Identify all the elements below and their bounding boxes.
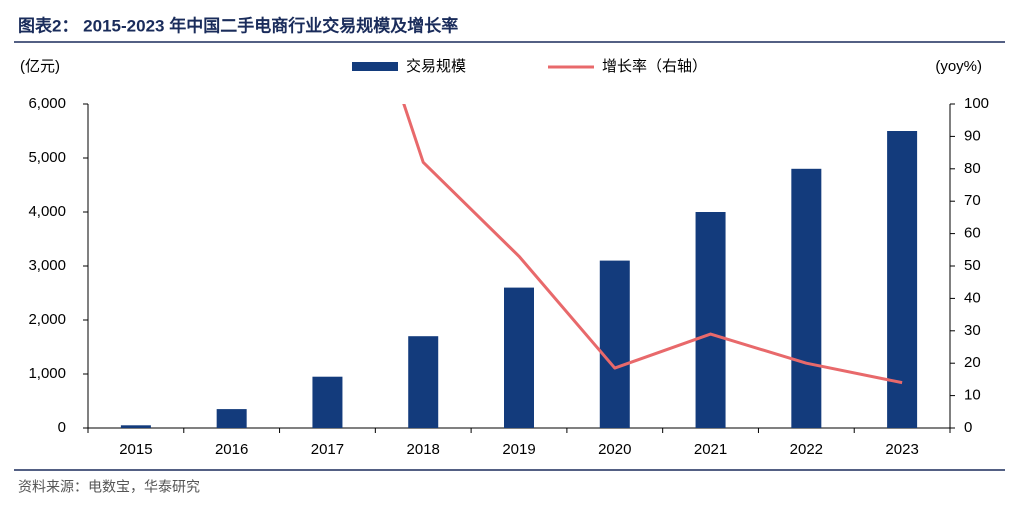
y-tick-label: 0 <box>58 419 66 436</box>
y2-tick-label: 100 <box>964 95 989 112</box>
y-tick-label: 2,000 <box>28 311 66 328</box>
y2-tick-label: 80 <box>964 160 981 177</box>
legend-swatch <box>352 62 398 71</box>
y2-tick-label: 40 <box>964 289 981 306</box>
line <box>402 104 903 385</box>
bar <box>408 336 439 428</box>
x-tick-label: 2015 <box>119 441 152 458</box>
x-tick-label: 2016 <box>215 441 248 458</box>
y2-tick-label: 60 <box>964 225 981 242</box>
y2-tick-label: 20 <box>964 354 981 371</box>
y-tick-label: 3,000 <box>28 257 66 274</box>
bar <box>599 260 630 428</box>
y2-tick-label: 10 <box>964 387 981 404</box>
bar <box>791 168 822 428</box>
y2-tick-label: 50 <box>964 257 981 274</box>
bar <box>216 409 247 428</box>
y2-tick-label: 70 <box>964 192 981 209</box>
y-tick-label: 1,000 <box>28 365 66 382</box>
x-tick-label: 2018 <box>407 441 440 458</box>
bar <box>120 425 151 428</box>
legend-label: 交易规模 <box>406 57 466 75</box>
legend-label: 增长率（右轴） <box>602 58 707 75</box>
x-tick-label: 2019 <box>502 441 535 458</box>
chart-title: 图表2： 2015-2023 年中国二手电商行业交易规模及增长率 <box>18 15 458 35</box>
bar <box>887 131 918 428</box>
y-tick-label: 5,000 <box>28 149 66 166</box>
x-tick-label: 2022 <box>790 441 823 458</box>
x-tick-label: 2021 <box>694 441 727 458</box>
y-tick-label: 6,000 <box>28 95 66 112</box>
y2-axis-label: (yoy%) <box>935 58 982 75</box>
y2-tick-label: 0 <box>964 419 972 436</box>
bar <box>695 212 726 428</box>
y-tick-label: 4,000 <box>28 203 66 220</box>
x-tick-label: 2020 <box>598 441 631 458</box>
bar <box>504 287 534 428</box>
y-axis-label: (亿元) <box>20 58 60 75</box>
source: 资料来源：电数宝，华泰研究 <box>18 479 200 495</box>
y2-tick-label: 30 <box>964 322 981 339</box>
x-tick-label: 2017 <box>311 441 344 458</box>
plot-area <box>120 104 918 428</box>
bar <box>312 376 343 428</box>
y2-tick-label: 90 <box>964 127 981 144</box>
x-tick-label: 2023 <box>885 441 918 458</box>
